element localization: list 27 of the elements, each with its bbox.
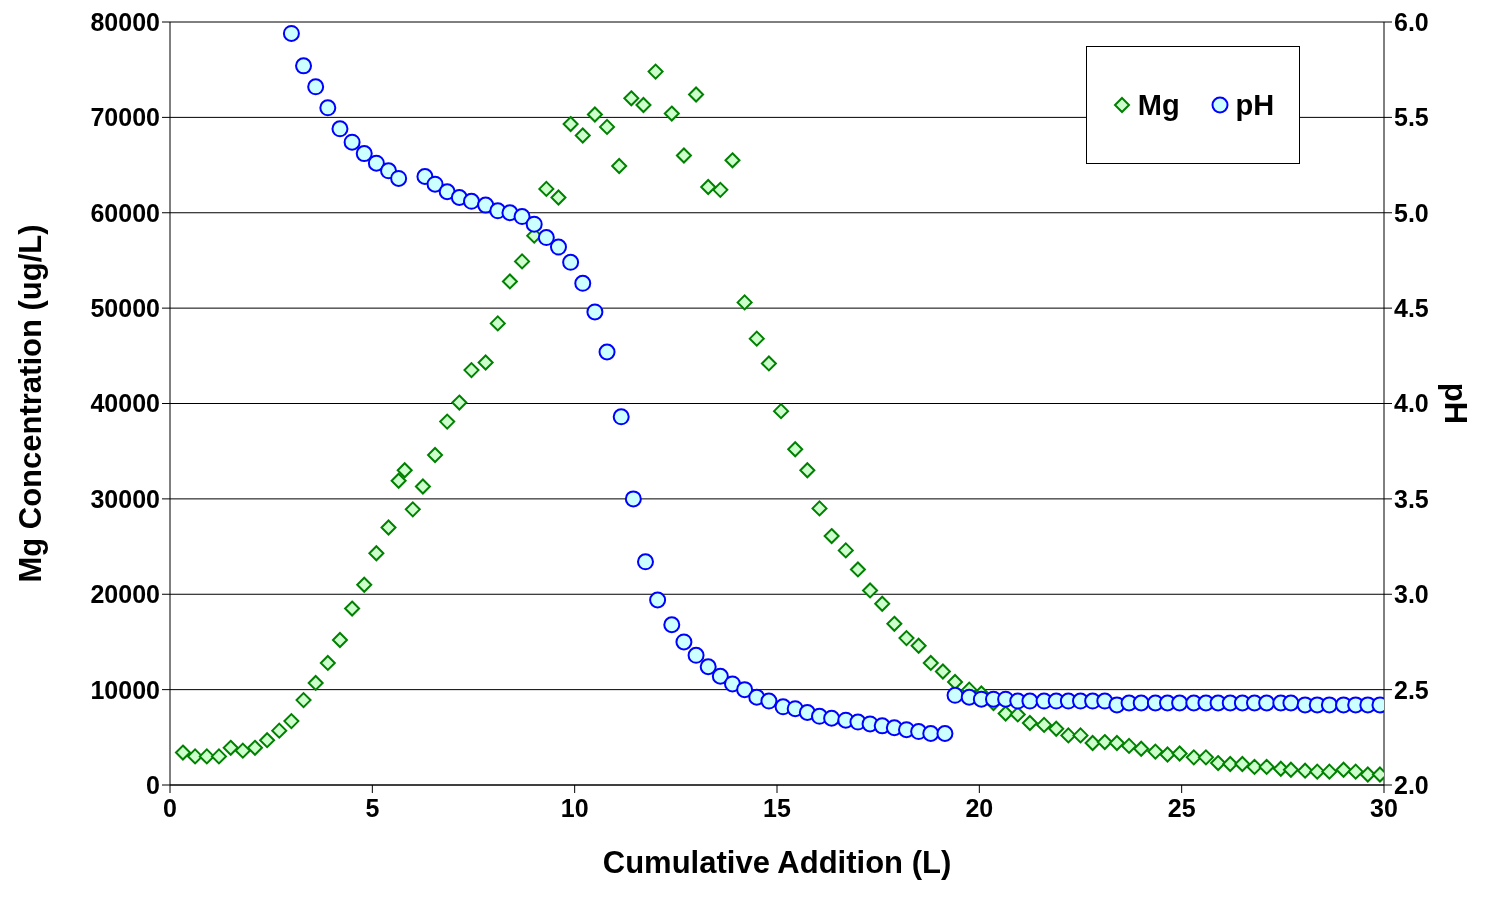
y-tick-label: 10000 (90, 675, 160, 704)
y2-tick-label: 6.0 (1394, 7, 1429, 36)
x-tick-label: 15 (763, 793, 791, 822)
y2-tick-label: 4.5 (1394, 294, 1429, 322)
y-tick-label: 50000 (90, 294, 160, 322)
x-tick-label: 20 (965, 793, 994, 822)
x-tick-label: 5 (365, 793, 380, 822)
x-axis-title: Cumulative Addition (L) (602, 845, 952, 880)
y2-tick-label: 3.5 (1394, 484, 1429, 513)
y2-tick-label: 4.0 (1394, 389, 1429, 418)
y-tick-label: 40000 (90, 389, 160, 418)
y-tick-label: 20000 (90, 580, 160, 609)
y2-tick-label: 5.5 (1394, 103, 1429, 132)
legend-label: pH (1235, 88, 1275, 122)
y2-tick-label: 5.0 (1394, 198, 1429, 227)
y2-axis-title: pH (1437, 382, 1473, 425)
x-tick-label: 25 (1167, 793, 1196, 822)
y-tick-label: 80000 (90, 7, 160, 36)
legend-label: Mg (1137, 88, 1180, 122)
y-tick-label: 70000 (90, 103, 160, 132)
y-tick-label: 60000 (90, 198, 160, 227)
y-axis-title: Mg Concentration (ug/L) (13, 224, 49, 583)
y2-tick-label: 3.0 (1394, 580, 1429, 609)
y-tick-label: 30000 (90, 484, 160, 513)
x-tick-label: 10 (560, 793, 589, 822)
y2-tick-label: 2.5 (1394, 675, 1429, 704)
y-tick-label: 0 (146, 770, 160, 799)
